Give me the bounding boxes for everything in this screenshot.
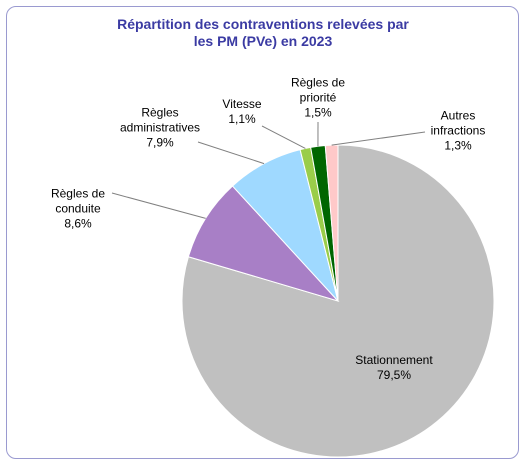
slice-label: Règles de conduite 8,6% — [38, 187, 118, 232]
value-label: 8,6% — [64, 216, 92, 231]
value-label: 7,9% — [146, 135, 174, 150]
chart-title: Répartition des contraventions relevées … — [117, 16, 409, 49]
slice-label: Autres infractions 1,3% — [421, 109, 496, 154]
slice-label: Règles de priorité 1,5% — [281, 76, 356, 121]
category-label: Vitesse — [222, 97, 262, 111]
value-label: 1,1% — [228, 112, 256, 126]
category-label: Règles de priorité — [290, 75, 346, 105]
pie-slice — [324, 144, 339, 302]
leader-line — [331, 131, 426, 146]
category-label: Autres infractions — [430, 108, 486, 138]
leader-line — [197, 141, 265, 165]
pie-slice — [187, 185, 340, 302]
value-label: 1,3% — [444, 138, 472, 153]
slice-label: Règles administratives 7,9% — [108, 106, 213, 151]
value-label: 1,5% — [304, 105, 332, 120]
leader-line — [261, 125, 306, 149]
slice-label: Vitesse 1,1% — [212, 97, 272, 127]
category-label: Règles administratives — [119, 105, 201, 135]
category-label: Règles de conduite — [50, 186, 106, 216]
category-label: Stationnement — [355, 353, 433, 367]
leader-line — [111, 192, 206, 219]
slice-label: Stationnement 79,5% — [339, 353, 449, 383]
value-label: 79,5% — [376, 368, 412, 382]
chart-frame — [6, 6, 519, 459]
